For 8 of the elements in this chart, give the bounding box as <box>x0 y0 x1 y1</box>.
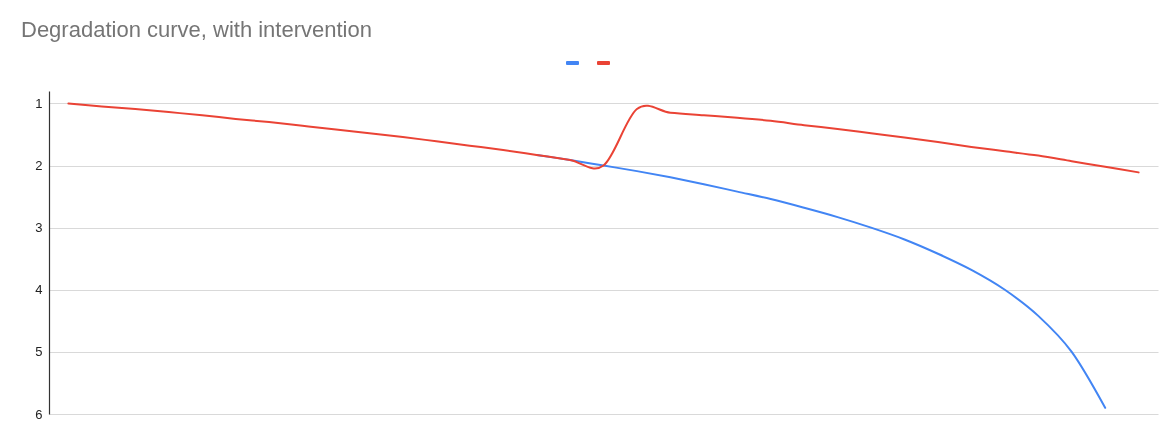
y-tick-label: 4 <box>35 282 43 298</box>
y-tick-label: 3 <box>35 220 43 236</box>
y-tick-label: 5 <box>35 344 43 360</box>
y-tick-label: 2 <box>35 158 43 174</box>
y-tick-label: 1 <box>35 95 43 111</box>
chart-title: Degradation curve, with intervention <box>21 17 372 42</box>
y-tick-label: 6 <box>35 406 43 422</box>
line-series <box>67 102 1140 174</box>
